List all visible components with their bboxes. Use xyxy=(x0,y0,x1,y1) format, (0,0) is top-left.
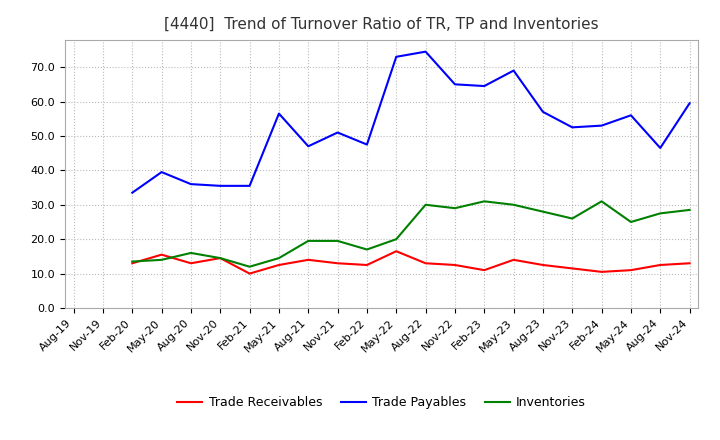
Trade Receivables xyxy=(274,262,283,268)
Trade Receivables xyxy=(626,268,635,273)
Trade Payables xyxy=(539,109,547,114)
Inventories xyxy=(539,209,547,214)
Trade Receivables xyxy=(216,256,225,261)
Trade Payables xyxy=(363,142,372,147)
Trade Receivables xyxy=(304,257,312,263)
Line: Trade Payables: Trade Payables xyxy=(132,51,690,193)
Inventories xyxy=(451,205,459,211)
Inventories xyxy=(246,264,254,269)
Trade Payables xyxy=(157,169,166,175)
Trade Receivables xyxy=(656,262,665,268)
Inventories xyxy=(480,199,489,204)
Inventories xyxy=(568,216,577,221)
Trade Payables xyxy=(626,113,635,118)
Trade Payables xyxy=(568,125,577,130)
Inventories xyxy=(626,219,635,224)
Inventories xyxy=(186,250,195,256)
Inventories xyxy=(216,256,225,261)
Trade Receivables xyxy=(421,260,430,266)
Trade Receivables xyxy=(480,268,489,273)
Trade Receivables xyxy=(598,269,606,275)
Inventories xyxy=(333,238,342,244)
Inventories xyxy=(509,202,518,207)
Trade Payables xyxy=(128,190,137,195)
Title: [4440]  Trend of Turnover Ratio of TR, TP and Inventories: [4440] Trend of Turnover Ratio of TR, TP… xyxy=(164,16,599,32)
Trade Receivables xyxy=(451,262,459,268)
Trade Payables xyxy=(216,183,225,188)
Trade Payables xyxy=(598,123,606,128)
Legend: Trade Receivables, Trade Payables, Inventories: Trade Receivables, Trade Payables, Inven… xyxy=(172,392,591,414)
Line: Trade Receivables: Trade Receivables xyxy=(132,251,690,274)
Trade Receivables xyxy=(568,266,577,271)
Trade Payables xyxy=(421,49,430,54)
Trade Receivables xyxy=(392,249,400,254)
Trade Payables xyxy=(186,181,195,187)
Inventories xyxy=(421,202,430,207)
Trade Payables xyxy=(451,82,459,87)
Trade Receivables xyxy=(157,252,166,257)
Trade Receivables xyxy=(333,260,342,266)
Inventories xyxy=(685,207,694,213)
Inventories xyxy=(392,237,400,242)
Inventories xyxy=(656,211,665,216)
Trade Payables xyxy=(509,68,518,73)
Trade Receivables xyxy=(509,257,518,263)
Trade Payables xyxy=(392,54,400,59)
Trade Payables xyxy=(656,145,665,150)
Trade Receivables xyxy=(246,271,254,276)
Trade Receivables xyxy=(128,260,137,266)
Trade Payables xyxy=(480,84,489,89)
Inventories xyxy=(304,238,312,244)
Inventories xyxy=(274,256,283,261)
Trade Payables xyxy=(304,143,312,149)
Trade Receivables xyxy=(685,260,694,266)
Inventories xyxy=(598,199,606,204)
Inventories xyxy=(363,247,372,252)
Trade Payables xyxy=(246,183,254,188)
Inventories xyxy=(157,257,166,263)
Trade Payables xyxy=(685,101,694,106)
Trade Payables xyxy=(274,111,283,116)
Trade Receivables xyxy=(186,260,195,266)
Inventories xyxy=(128,259,137,264)
Trade Receivables xyxy=(363,262,372,268)
Trade Receivables xyxy=(539,262,547,268)
Line: Inventories: Inventories xyxy=(132,202,690,267)
Trade Payables xyxy=(333,130,342,135)
